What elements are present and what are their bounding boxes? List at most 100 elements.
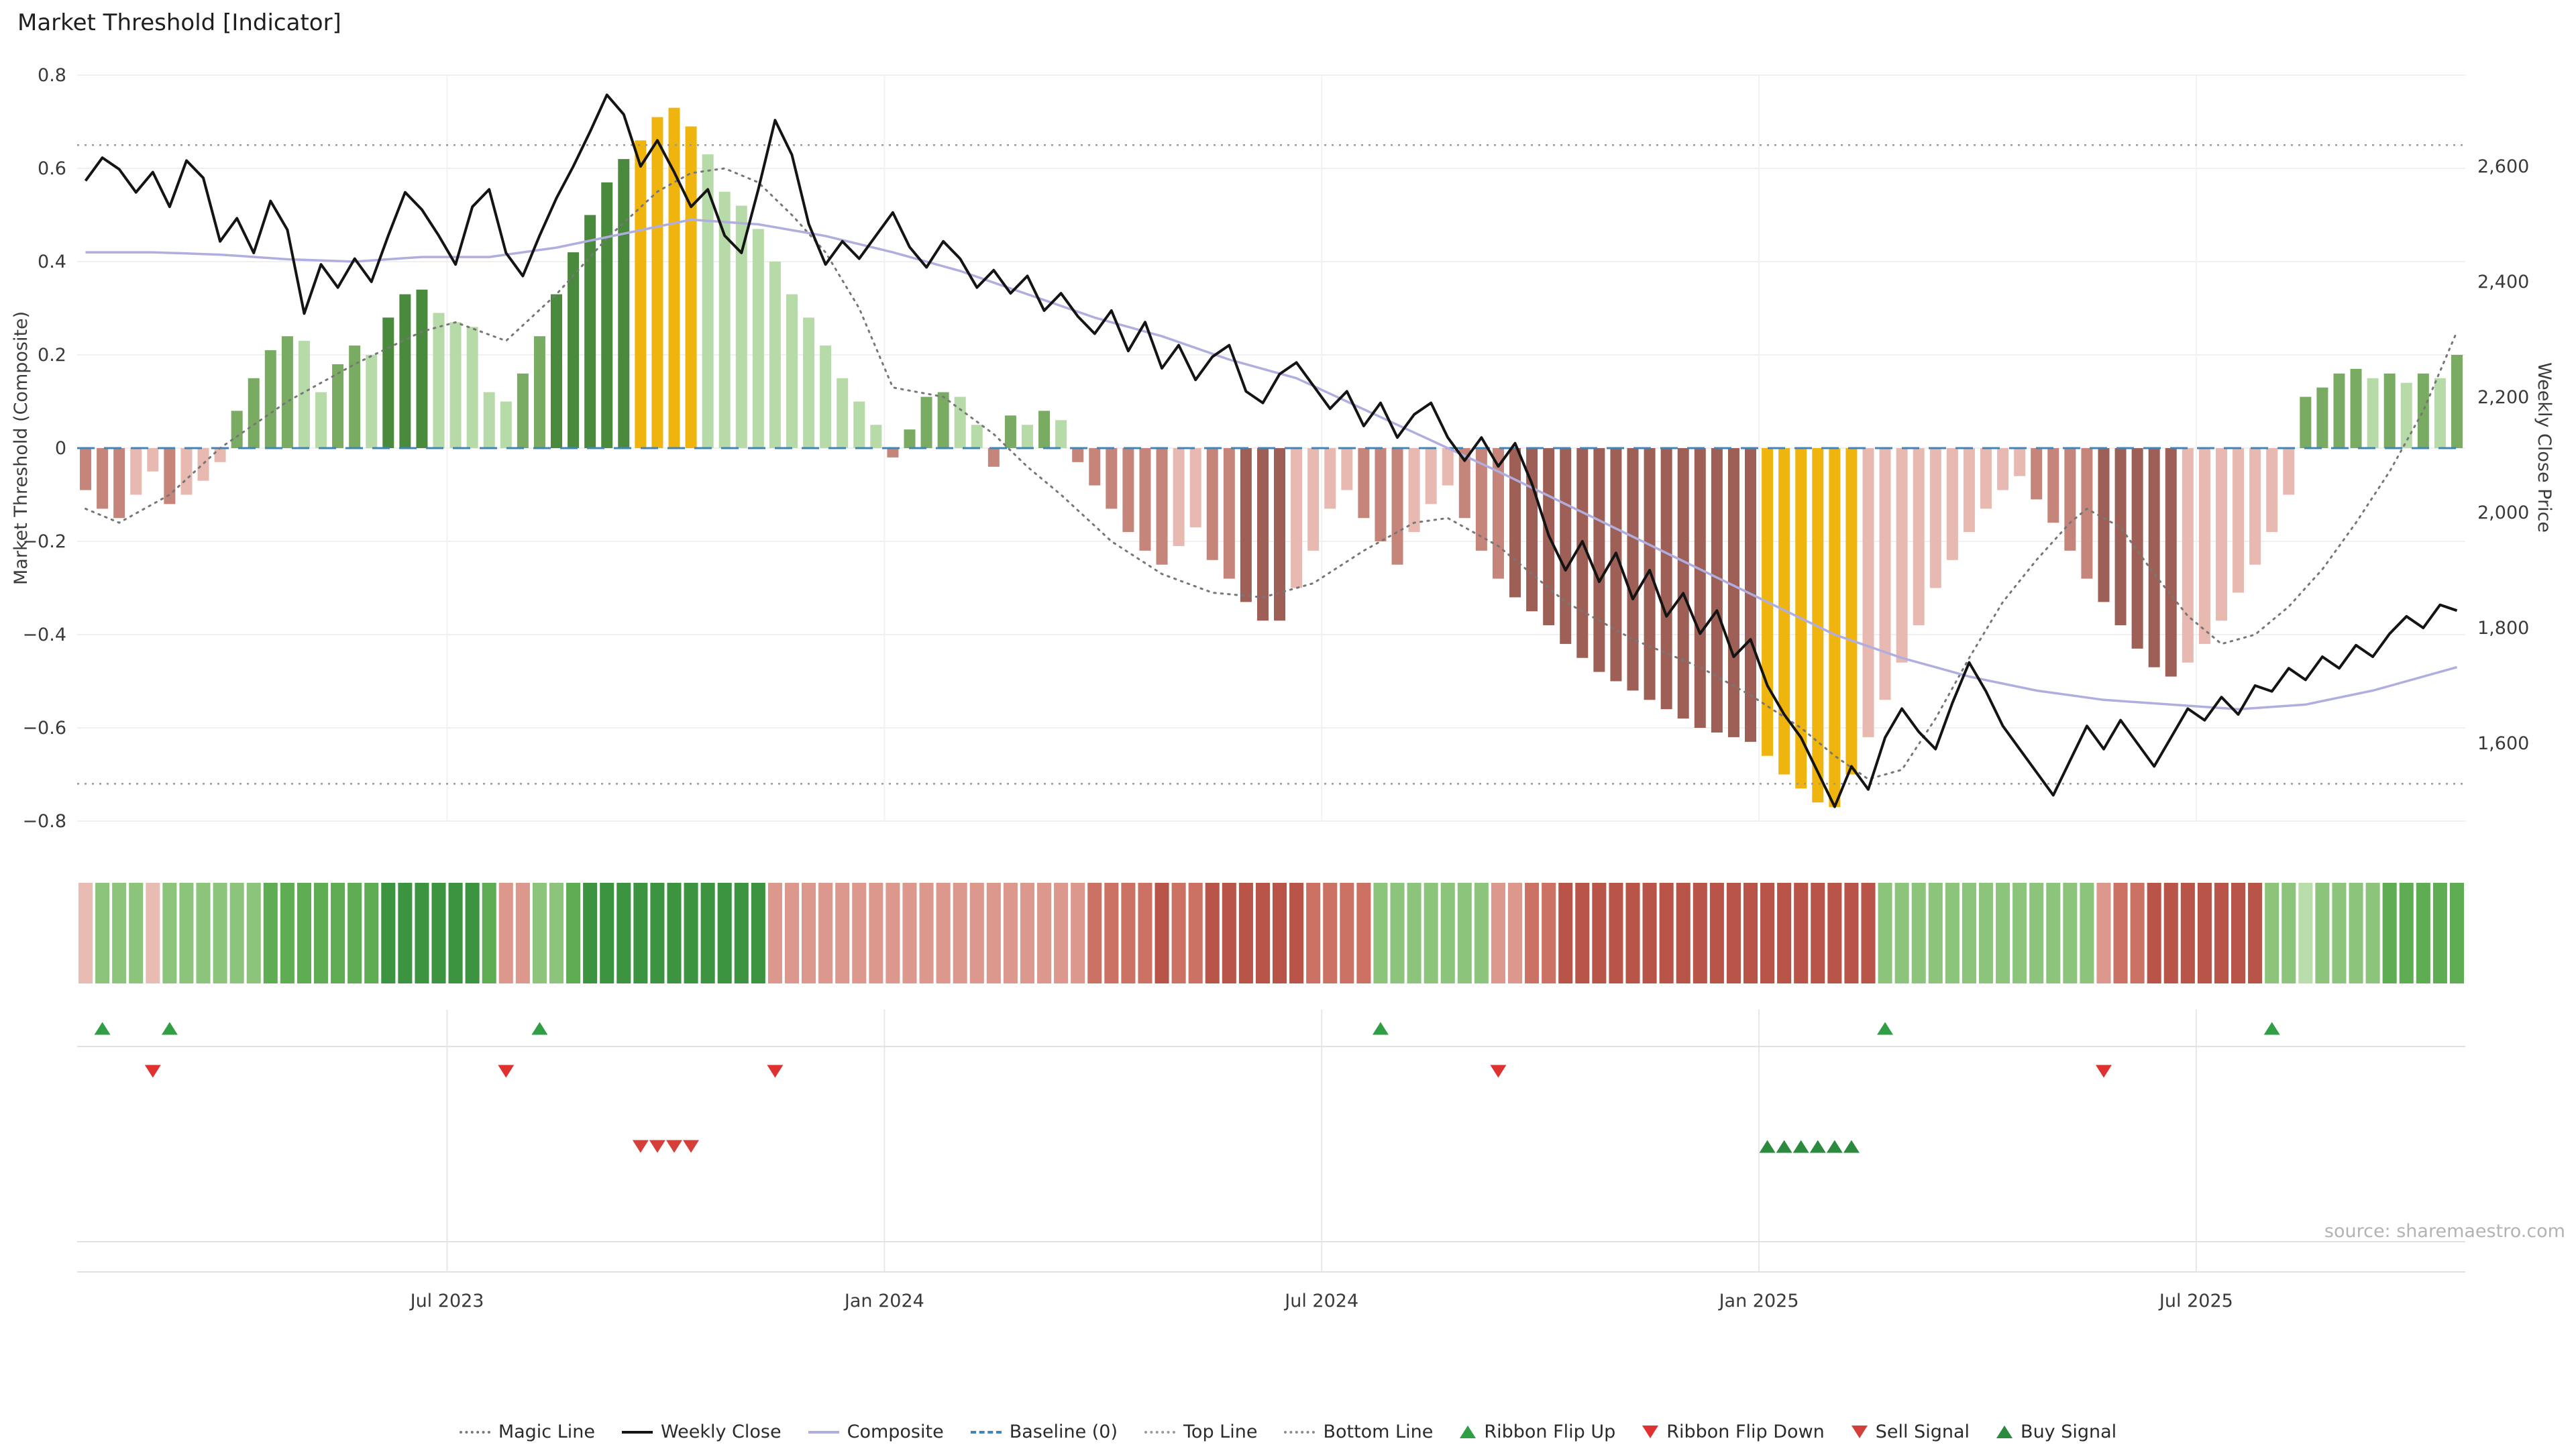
legend-label: Baseline (0)	[1009, 1421, 1118, 1442]
weekly-close-icon	[622, 1430, 653, 1434]
ribbon-cell	[331, 883, 345, 983]
threshold-bar	[769, 262, 781, 448]
threshold-bar	[820, 345, 832, 448]
threshold-bar	[1980, 448, 1992, 509]
ribbon-cell	[1542, 883, 1556, 983]
ribbon-cell	[1911, 883, 1926, 983]
ribbon-cell	[650, 883, 665, 983]
y-axis-left-tick-label: −0.8	[22, 811, 66, 832]
ribbon-cell	[229, 883, 244, 983]
ribbon-flip-down-marker	[2095, 1065, 2112, 1078]
legend-label: Ribbon Flip Up	[1484, 1421, 1616, 1442]
threshold-bar	[870, 425, 882, 448]
ribbon-cell	[969, 883, 984, 983]
ribbon-cell	[1743, 883, 1758, 983]
threshold-bar	[2316, 387, 2328, 448]
threshold-bar	[2434, 378, 2446, 448]
ribbon-cell	[1255, 883, 1270, 983]
threshold-bar	[1879, 448, 1891, 700]
ribbon-cell	[263, 883, 278, 983]
threshold-bar	[1358, 448, 1370, 519]
composite-line	[85, 218, 2457, 710]
threshold-bar	[2131, 448, 2143, 649]
ribbon-cell	[1709, 883, 1724, 983]
ribbon-cell	[1104, 883, 1119, 983]
threshold-bar	[1560, 448, 1572, 644]
ribbon-cell	[667, 883, 682, 983]
ribbon-cell	[802, 883, 816, 983]
y-axis-left-tick-label: 0.8	[38, 65, 66, 86]
ribbon-cell	[1003, 883, 1018, 983]
sell-signal-marker	[683, 1140, 700, 1153]
threshold-bar	[382, 317, 394, 448]
legend-item-top-line: Top Line	[1144, 1421, 1257, 1442]
ribbon-cell	[717, 883, 732, 983]
ribbon-cell	[1861, 883, 1876, 983]
threshold-bar	[568, 252, 580, 448]
ribbon-cell	[2365, 883, 2380, 983]
threshold-bar	[685, 126, 697, 448]
ribbon-cell	[1037, 883, 1052, 983]
threshold-bar	[987, 448, 1000, 467]
legend-label: Composite	[847, 1421, 944, 1442]
ribbon-cell	[2063, 883, 2078, 983]
threshold-bar	[366, 355, 378, 448]
threshold-bar	[702, 154, 714, 448]
legend-item-ribbon-flip-up: Ribbon Flip Up	[1460, 1421, 1615, 1442]
threshold-bar	[1173, 448, 1185, 546]
ribbon-cell	[1121, 883, 1136, 983]
threshold-bar	[1122, 448, 1134, 533]
y-axis-right-tick-label: 2,400	[2477, 272, 2529, 292]
threshold-bar	[2249, 448, 2261, 565]
threshold-bar	[298, 341, 310, 448]
ribbon-cell	[1811, 883, 1825, 983]
threshold-bar	[937, 392, 949, 448]
threshold-bar	[500, 401, 512, 448]
ribbon-cell	[953, 883, 967, 983]
ribbon-flip-up-marker	[1372, 1022, 1389, 1035]
threshold-bar	[904, 429, 916, 448]
ribbon-cell	[1054, 883, 1069, 983]
ribbon-cell	[1171, 883, 1186, 983]
ribbon-flip-down-marker	[767, 1065, 784, 1078]
ribbon-cell	[2096, 883, 2111, 983]
ribbon-cell	[1491, 883, 1505, 983]
buy-signal-marker	[1759, 1140, 1776, 1153]
ribbon-cell	[1138, 883, 1152, 983]
legend-item-ribbon-flip-down: Ribbon Flip Down	[1642, 1421, 1825, 1442]
ribbon-cell	[1289, 883, 1304, 983]
ribbon-cell	[2248, 883, 2263, 983]
threshold-bar	[2417, 373, 2429, 448]
threshold-bar	[1677, 448, 1689, 719]
ribbon-cell	[1407, 883, 1421, 983]
threshold-bar	[1727, 448, 1739, 737]
y-axis-right-tick-label: 1,800	[2477, 618, 2529, 639]
threshold-bar	[635, 140, 647, 449]
threshold-bar	[1862, 448, 1874, 737]
threshold-bar	[2182, 448, 2194, 663]
sell-signal-icon	[1851, 1426, 1868, 1438]
buy-signal-marker	[1843, 1140, 1860, 1153]
ribbon-cell	[902, 883, 917, 983]
threshold-bar	[315, 392, 327, 448]
ribbon-cell	[2315, 883, 2330, 983]
y-axis-left-tick-label: −0.6	[22, 718, 66, 739]
y-axis-right-tick-label: 2,000	[2477, 502, 2529, 523]
ribbon-cell	[95, 883, 110, 983]
legend-item-baseline-0: Baseline (0)	[970, 1421, 1118, 1442]
threshold-bar	[2081, 448, 2093, 579]
legend-label: Buy Signal	[2021, 1421, 2117, 1442]
threshold-bar	[551, 294, 563, 448]
ribbon-cell	[1844, 883, 1859, 983]
threshold-bar	[1442, 448, 1454, 486]
ribbon-cell	[313, 883, 329, 983]
threshold-bar	[920, 396, 932, 448]
threshold-bar	[601, 182, 613, 448]
ribbon-cell	[2382, 883, 2397, 983]
ribbon-flip-up-icon	[1460, 1426, 1477, 1438]
ribbon-cell	[2197, 883, 2212, 983]
threshold-bar	[449, 322, 462, 448]
legend: Magic Line Weekly Close Composite Baseline …	[0, 1421, 2576, 1442]
ribbon-cell	[1592, 883, 1607, 983]
